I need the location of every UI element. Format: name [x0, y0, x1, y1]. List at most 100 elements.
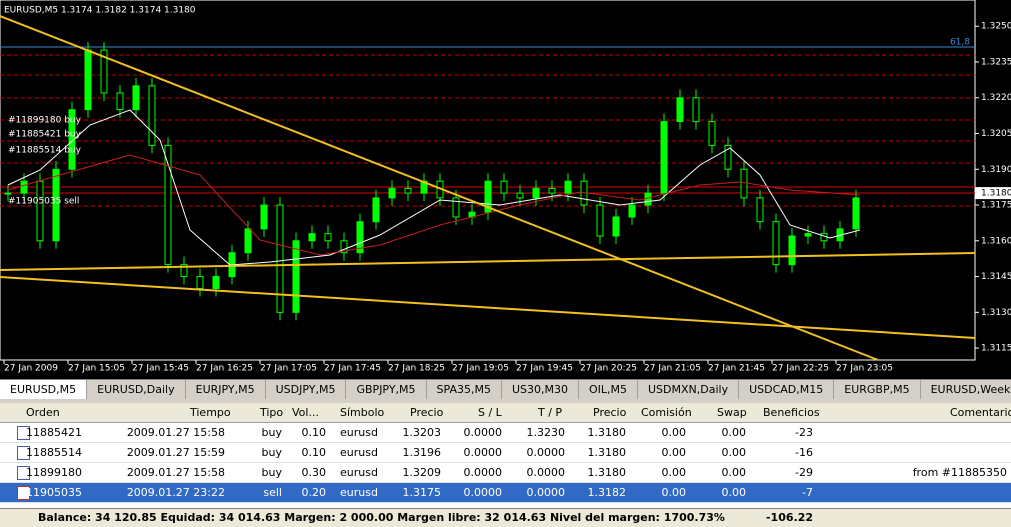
y-tick-label: 1.3175	[981, 201, 1011, 211]
y-tick-label: 1.3115	[981, 344, 1011, 354]
cell-text: 0.10	[301, 446, 327, 459]
candle	[740, 168, 748, 199]
candle	[196, 276, 204, 289]
candle	[132, 85, 140, 111]
x-tick-label: 27 Jan 23:05	[836, 364, 893, 374]
candle	[852, 197, 860, 230]
cell-text: 0.00	[661, 446, 687, 459]
candle	[20, 180, 28, 194]
y-tick-label: 1.3145	[981, 272, 1011, 282]
column-header[interactable]: Precio	[410, 406, 444, 419]
cell-text: 1.3196	[402, 446, 442, 459]
cell-text: 11885421	[26, 426, 82, 439]
candle	[804, 233, 812, 237]
chart-tab[interactable]: SPA35,M5	[427, 380, 502, 399]
ma-slow	[7, 154, 861, 256]
candle	[564, 180, 572, 194]
cell-text: 0.30	[301, 466, 327, 479]
cell-text: 1.3203	[402, 426, 442, 439]
column-header[interactable]: T / P	[538, 406, 563, 419]
x-tick-label: 27 Jan 22:25	[772, 364, 829, 374]
candle	[532, 187, 540, 199]
candle	[116, 92, 124, 111]
chart-tab[interactable]: EURUSD,Weekly	[921, 380, 1011, 399]
candle	[84, 49, 92, 111]
candle	[4, 192, 12, 195]
cell-text: -7	[802, 486, 813, 499]
column-header[interactable]: Símbolo	[340, 406, 385, 419]
y-tick-label: 1.3235	[981, 57, 1011, 67]
x-tick-label: 27 Jan 21:45	[708, 364, 765, 374]
candle	[324, 233, 332, 242]
column-header[interactable]: Comisión	[641, 406, 692, 419]
candle	[500, 180, 508, 194]
y-tick-label: 1.3205	[981, 129, 1011, 139]
column-header[interactable]: Comentario	[950, 406, 1011, 419]
column-header[interactable]: Swap	[717, 406, 747, 419]
column-header[interactable]: S / L	[478, 406, 502, 419]
candle	[244, 228, 252, 254]
order-label: #11899180 buy	[8, 116, 82, 126]
order-row[interactable]: 11905035 2009.01.27 23:22 sell 0.20 eurusd 1.…	[0, 483, 1011, 503]
order-row[interactable]: 11899180 2009.01.27 15:58 buy 0.30 eurusd 1.3…	[0, 463, 1011, 483]
price-label: 1.3180	[981, 189, 1011, 199]
cell-text: 0.00	[721, 446, 747, 459]
account-summary: Balance: 34 120.85 Equidad: 34 014.63 Ma…	[0, 508, 1011, 527]
cell-text: 0.10	[301, 426, 327, 439]
x-tick-label: 27 Jan 20:25	[580, 364, 637, 374]
cell-text: 0.00	[721, 466, 747, 479]
cell-text: 2009.01.27 15:58	[126, 466, 225, 479]
column-header[interactable]: Tipo	[260, 406, 284, 419]
column-header[interactable]: Vol...	[292, 406, 319, 419]
order-label: #11905035 sell	[8, 197, 79, 207]
chart-tab[interactable]: EURUSD,M5	[0, 380, 88, 399]
chart-tab[interactable]: GBPJPY,M5	[346, 380, 427, 399]
column-header[interactable]: Tiempo	[190, 406, 231, 419]
chart-tab[interactable]: EURJPY,M5	[186, 380, 266, 399]
cell-text: 1.3230	[526, 426, 566, 439]
column-header[interactable]: Beneficios	[763, 406, 820, 419]
candle	[180, 264, 188, 278]
x-tick-label: 27 Jan 17:45	[324, 364, 381, 374]
ma-fast	[7, 109, 861, 266]
candle	[260, 204, 268, 230]
y-tick-label: 1.3160	[981, 236, 1011, 246]
column-header[interactable]: Precio	[593, 406, 627, 419]
chart-tab[interactable]: EURUSD,Daily	[87, 380, 186, 399]
cell-text: -16	[795, 446, 813, 459]
chart-tab[interactable]: USDCAD,M15	[739, 380, 835, 399]
candle	[164, 144, 172, 266]
chart-tab[interactable]: USDJPY,M5	[266, 380, 347, 399]
cell-text: 0.00	[661, 466, 687, 479]
chart-tab[interactable]: OIL,M5	[579, 380, 638, 399]
total-profit: -106.22	[765, 511, 813, 524]
cell-text: from #11885350	[912, 466, 1007, 479]
chart-tab[interactable]: USDMXN,Daily	[638, 380, 740, 399]
cell-text: 1.3180	[587, 446, 627, 459]
cell-text: 1.3175	[402, 486, 442, 499]
account-balance: Balance: 34 120.85 Equidad: 34 014.63 Ma…	[38, 511, 725, 524]
x-tick-label: 27 Jan 19:05	[452, 364, 509, 374]
price-box	[975, 187, 1011, 200]
x-tick-label: 27 Jan 21:05	[644, 364, 701, 374]
cell-text: 2009.01.27 23:22	[126, 486, 225, 499]
order-icon	[17, 486, 30, 500]
candle	[36, 180, 44, 242]
chart-tab[interactable]: EURGBP,M5	[834, 380, 921, 399]
trendline	[0, 276, 976, 339]
cell-text: eurusd	[340, 446, 378, 459]
candle	[628, 204, 636, 218]
chart: EURUSD,M5 1.3174 1.3182 1.3174 1.3180 #1…	[0, 0, 1011, 379]
cell-text: eurusd	[340, 426, 378, 439]
candle	[356, 221, 364, 254]
chart-tab[interactable]: US30,M30	[502, 380, 579, 399]
cell-text: buy	[261, 426, 282, 439]
order-row[interactable]: 11885421 2009.01.27 15:58 buy 0.10 eurusd 1.3…	[0, 423, 1011, 443]
cell-text: 1.3180	[587, 426, 627, 439]
order-row[interactable]: 11885514 2009.01.27 15:59 buy 0.10 eurusd 1.3…	[0, 443, 1011, 463]
candle	[276, 204, 284, 313]
candle	[516, 192, 524, 199]
column-header[interactable]: Orden	[26, 406, 60, 419]
cell-text: 1.3180	[587, 466, 627, 479]
